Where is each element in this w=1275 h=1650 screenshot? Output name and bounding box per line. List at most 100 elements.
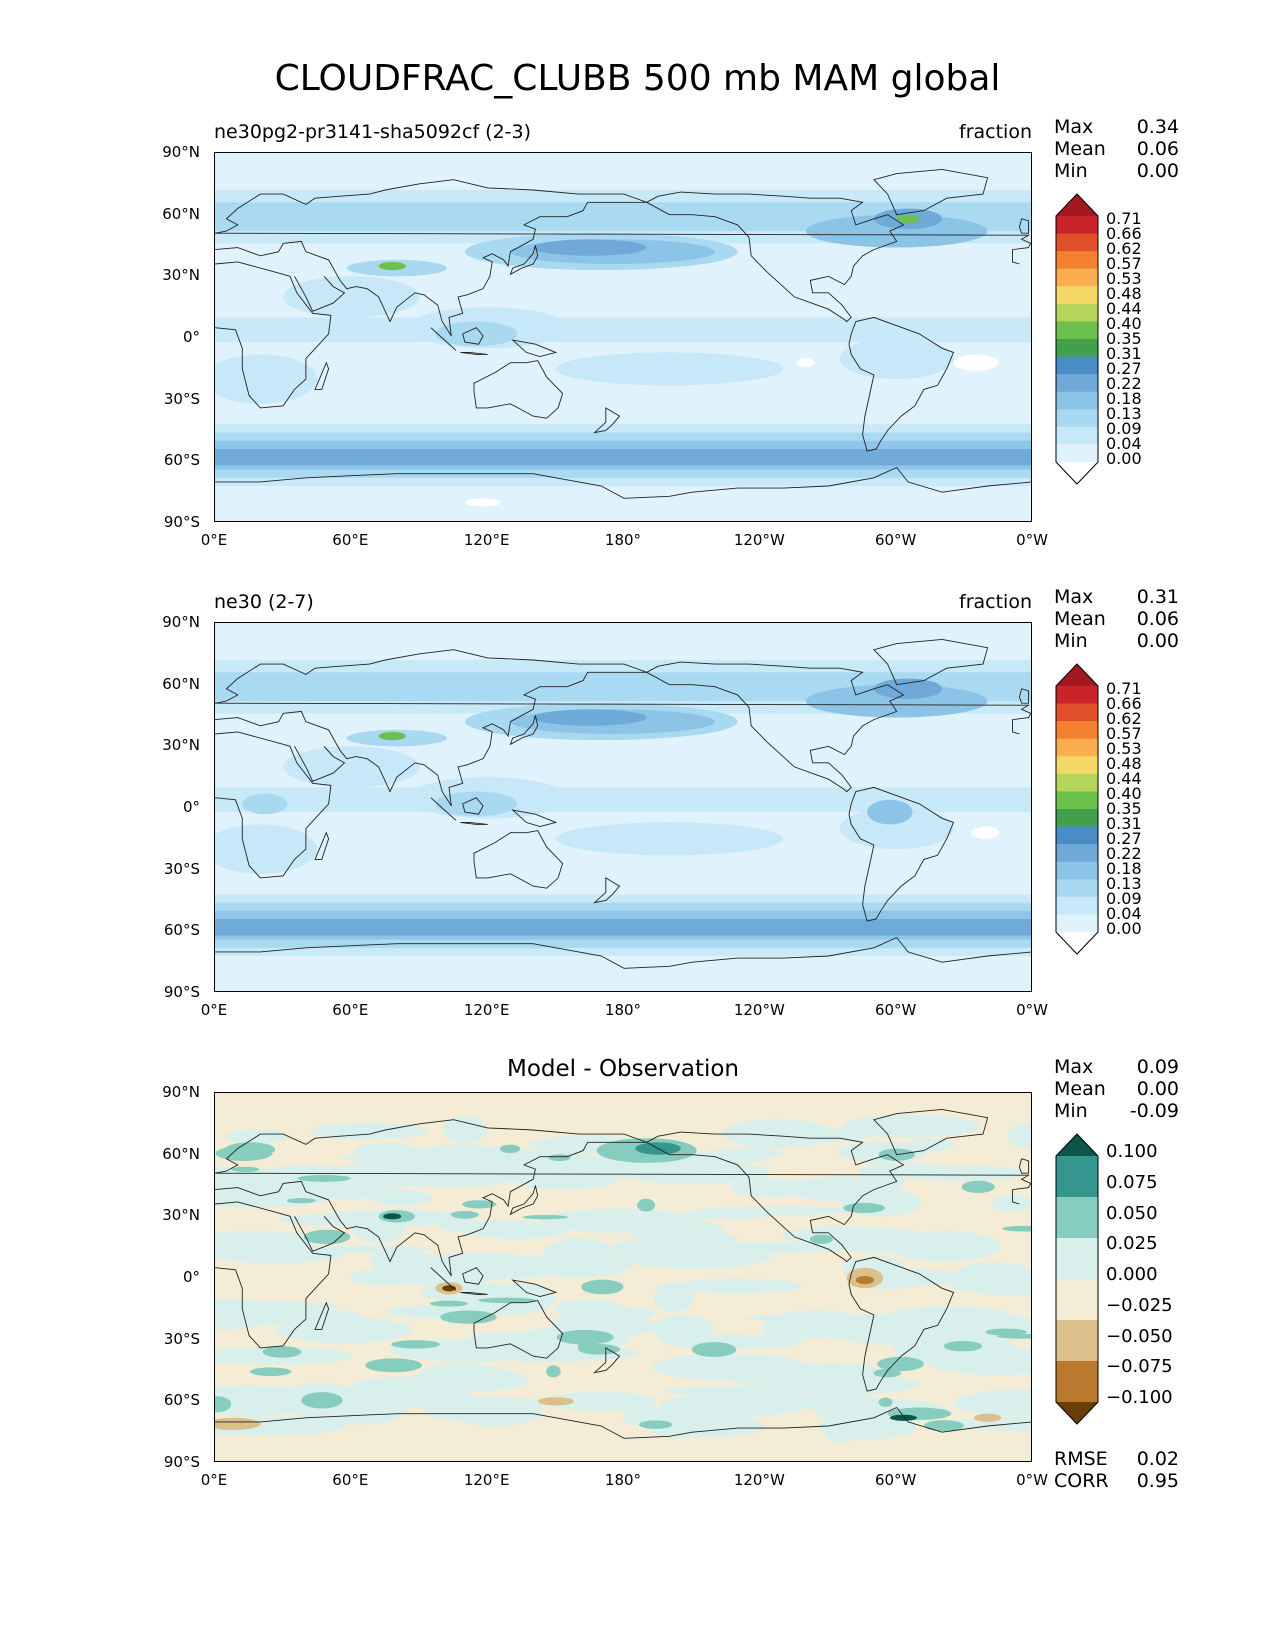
coastline (294, 1216, 346, 1252)
coastlines (215, 168, 1031, 499)
stat-row: Max 0.09 (1054, 1056, 1179, 1078)
colorbar-tick-label: 0.13 (1106, 874, 1142, 893)
coastline (593, 407, 621, 434)
coastline (473, 1300, 564, 1359)
colorbar-segment (1056, 356, 1098, 375)
colorbar-segment (1056, 409, 1098, 428)
stat-value: 0.34 (1136, 116, 1179, 138)
colorbar-segment (1056, 791, 1098, 810)
lon-tick-label: 0°E (200, 531, 228, 549)
panel-title: Model - Observation (506, 1056, 740, 1082)
colorbar-segment (1056, 756, 1098, 775)
lon-tick-label: 60°E (332, 1471, 369, 1489)
lon-tick-label: 0°W (1016, 1001, 1048, 1019)
lon-tick-label: 60°W (874, 531, 917, 549)
coastline (848, 316, 955, 452)
map-plot (214, 152, 1032, 522)
stat-value: 0.00 (1136, 160, 1179, 182)
lat-tick-label: 30°S (163, 859, 200, 878)
colorbar (1054, 662, 1100, 960)
coastline (873, 168, 989, 216)
coastline (215, 649, 647, 807)
coastline (314, 1301, 330, 1330)
colorbar-tick-label: 0.71 (1106, 679, 1142, 698)
lat-tick-label: 30°N (162, 736, 200, 755)
coastline (848, 1256, 955, 1392)
coastline (215, 218, 1031, 265)
lat-tick-label: 60°N (162, 674, 200, 693)
colorbar-svg (1055, 1133, 1099, 1425)
colorbar-segment (1056, 844, 1098, 863)
coastline (215, 688, 1031, 735)
colorbar-segment (1056, 286, 1098, 305)
lon-tick-label: 0°W (1016, 531, 1048, 549)
colorbar-segment (1056, 826, 1098, 845)
coastlines (215, 638, 1031, 969)
coastline (294, 276, 346, 312)
coastline (215, 1158, 1031, 1205)
colorbar-tick-label: 0.48 (1106, 284, 1142, 303)
lat-tick-label: 60°S (163, 451, 200, 470)
stat-value: 0.06 (1136, 138, 1179, 160)
coastline (215, 1406, 1031, 1439)
coastline (314, 361, 330, 390)
map-plot (214, 622, 1032, 992)
coastline (645, 661, 905, 793)
colorbar-segment (1056, 738, 1098, 757)
colorbar-segment (1056, 391, 1098, 410)
map-svg (215, 1093, 1031, 1461)
stat-row: Mean 0.06 (1054, 608, 1179, 630)
panel-extra-stats: RMSE 0.02 CORR 0.95 (1054, 1448, 1179, 1492)
map-svg (215, 623, 1031, 991)
colorbar-segment (1056, 914, 1098, 933)
colorbar-segment (1056, 1238, 1098, 1280)
colorbar-segment (1056, 809, 1098, 828)
lon-tick-label: 120°E (463, 1001, 510, 1019)
lon-tick-label: 120°W (733, 1001, 785, 1019)
coastline (848, 786, 955, 922)
colorbar-segment (1056, 703, 1098, 722)
figure-title: CLOUDFRAC_CLUBB 500 mb MAM global (274, 58, 1001, 99)
colorbar-tick-label: 0.66 (1106, 694, 1142, 713)
colorbar-tick-label: 0.050 (1106, 1202, 1158, 1224)
lat-tick-label: 30°S (163, 1329, 200, 1348)
colorbar-tick-label: 0.27 (1106, 359, 1142, 378)
stat-row: Min -0.09 (1054, 1100, 1179, 1122)
lon-tick-label: 120°E (463, 1471, 510, 1489)
stat-row: Mean 0.00 (1054, 1078, 1179, 1100)
colorbar-segment (1056, 233, 1098, 252)
stat-key: RMSE (1054, 1448, 1108, 1470)
coastline (430, 327, 558, 357)
colorbar-segment (1056, 686, 1098, 705)
colorbar-tick-label: 0.27 (1106, 829, 1142, 848)
stat-row: Min 0.00 (1054, 630, 1179, 652)
colorbar-tick-label: −0.050 (1106, 1325, 1173, 1347)
stat-row: RMSE 0.02 (1054, 1448, 1179, 1470)
lat-tick-label: 0° (182, 328, 200, 346)
colorbar-tick-label: 0.53 (1106, 269, 1142, 288)
lat-tick-label: 60°S (163, 1391, 200, 1410)
stat-key: Min (1054, 1100, 1088, 1122)
colorbar-segment (1056, 1156, 1098, 1198)
coastlines (215, 1108, 1031, 1439)
colorbar-tick-label: 0.04 (1106, 904, 1142, 923)
colorbar-segment (1056, 374, 1098, 393)
colorbar-tick-label: 0.53 (1106, 739, 1142, 758)
coastline (215, 731, 332, 879)
colorbar-tick-label: 0.62 (1106, 709, 1142, 728)
colorbar-tick-label: 0.35 (1106, 799, 1142, 818)
stat-value: 0.02 (1136, 1448, 1179, 1470)
colorbar-tick-label: 0.44 (1106, 299, 1142, 318)
lon-tick-label: 0°E (200, 1471, 228, 1489)
colorbar-tick-label: 0.13 (1106, 404, 1142, 423)
colorbar-tick-label: 0.44 (1106, 769, 1142, 788)
colorbar-segment (1056, 773, 1098, 792)
panel-units-label: fraction (959, 121, 1032, 143)
colorbar-segment (1056, 426, 1098, 445)
colorbar-tick-label: 0.31 (1106, 344, 1142, 363)
lat-tick-label: 90°S (163, 983, 200, 1001)
colorbar-tick-label: 0.00 (1106, 919, 1142, 938)
stat-value: 0.06 (1136, 608, 1179, 630)
stat-value: 0.09 (1136, 1056, 1179, 1078)
stat-row: CORR 0.95 (1054, 1470, 1179, 1492)
